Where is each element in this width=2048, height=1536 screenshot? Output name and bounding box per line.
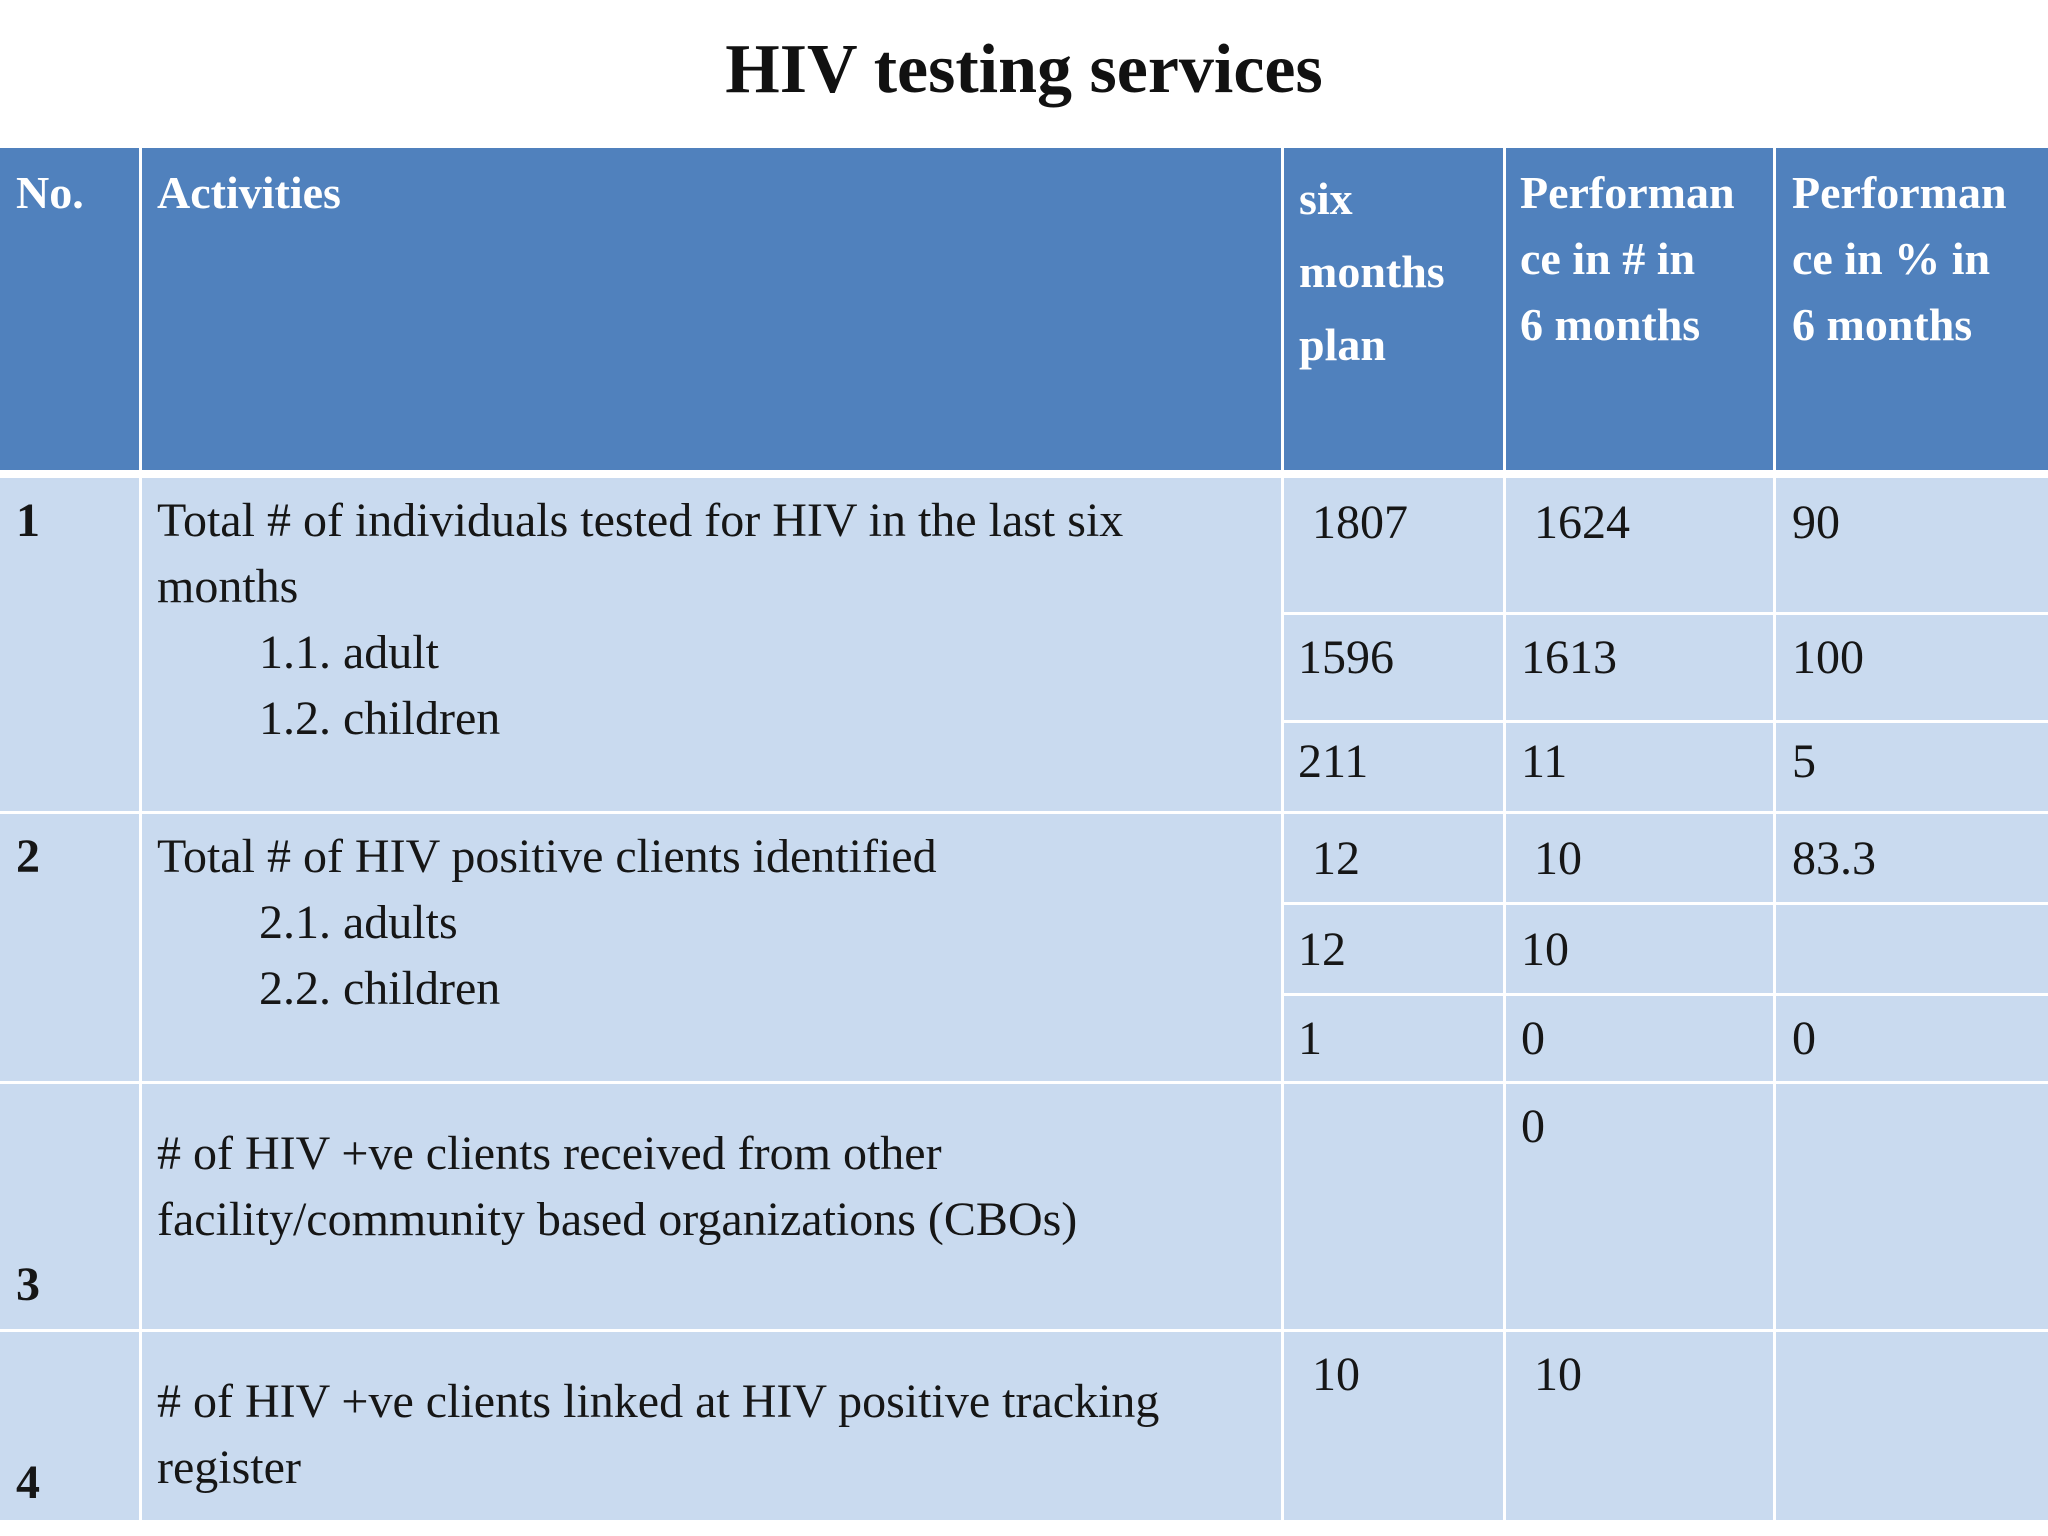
activity-subitem: 2.2. children [259,962,501,1015]
performance-percent-cell [1776,1332,2048,1520]
performance-percent-value: 0 [1792,1012,1816,1065]
performance-percent-cell: 0 [1776,996,2048,1081]
plan-value: 1596 [1298,631,1394,684]
plan-cell: 12 [1284,905,1503,993]
performance-number-cell: 11 [1506,723,1773,811]
header-perf-num-line: ce in # in [1520,233,1696,284]
row-number: 3 [0,1084,139,1329]
header-plan-line: plan [1299,319,1386,370]
header-plan-line: six [1299,173,1353,224]
header-perf-num-line: 6 months [1520,299,1701,350]
activity-subitem: 1.1. adult [259,626,439,679]
row-number-label: 1 [16,494,40,547]
performance-percent-cell [1776,1084,2048,1329]
performance-number-cell: 0 [1506,996,1773,1081]
activity-cell: Total # of HIV positive clients identifi… [142,814,1281,1081]
performance-number-value: 10 [1534,1348,1582,1401]
performance-number-value: 11 [1521,735,1568,788]
plan-value: 10 [1312,1348,1360,1401]
performance-percent-value: 5 [1792,735,1816,788]
header-perf-pct-line: Performan [1792,167,2007,218]
activity-text: # of HIV +ve clients received from other [157,1127,942,1180]
header-perf-pct-line: ce in % in [1792,233,1991,284]
activity-text: # of HIV +ve clients linked at HIV posit… [157,1375,1160,1428]
plan-value: 12 [1298,923,1346,976]
performance-number-cell: 0 [1506,1084,1773,1329]
performance-number-cell: 10 [1506,905,1773,993]
row-number: 1 [0,478,139,811]
header-activities-label: Activities [157,167,341,218]
row-number-label: 4 [16,1456,40,1509]
activity-subitem: 2.1. adults [259,896,458,949]
header-perf-pct-line: 6 months [1792,299,1973,350]
activity-subitem: 1.2. children [259,692,501,745]
performance-number-cell: 1613 [1506,615,1773,720]
activity-cell: Total # of individuals tested for HIV in… [142,478,1281,811]
hiv-testing-table: No. Activities six months plan Performan… [0,148,2048,1520]
activity-text: Total # of individuals tested for HIV in… [157,494,1124,547]
header-no-label: No. [16,167,84,218]
row-number-label: 2 [16,830,40,883]
performance-number-value: 1624 [1534,496,1630,549]
header-plan-line: months [1299,246,1445,297]
activity-cell: # of HIV +ve clients received from other… [142,1084,1281,1329]
plan-value: 12 [1312,832,1360,885]
row-number: 4 [0,1332,139,1520]
performance-number-value: 0 [1521,1012,1545,1065]
performance-percent-cell: 5 [1776,723,2048,811]
plan-value: 1 [1298,1012,1322,1065]
plan-cell: 1596 [1284,615,1503,720]
performance-number-value: 10 [1534,832,1582,885]
header-performance-percent: Performan ce in % in 6 months [1776,148,2048,470]
header-performance-number: Performan ce in # in 6 months [1506,148,1773,470]
performance-number-value: 10 [1521,923,1569,976]
performance-number-value: 0 [1521,1100,1545,1153]
header-activities: Activities [142,148,1281,470]
performance-percent-value: 100 [1792,631,1864,684]
row-number-label: 3 [16,1258,40,1311]
plan-cell: 10 [1284,1332,1503,1520]
activity-text: months [157,560,299,613]
performance-number-cell: 10 [1506,1332,1773,1520]
plan-cell: 1 [1284,996,1503,1081]
performance-number-cell: 10 [1506,814,1773,902]
performance-number-cell: 1624 [1506,478,1773,612]
plan-value: 211 [1298,735,1369,788]
performance-percent-cell: 90 [1776,478,2048,612]
plan-value: 1807 [1312,496,1408,549]
performance-percent-cell: 100 [1776,615,2048,720]
performance-percent-value: 83.3 [1792,832,1876,885]
performance-percent-value: 90 [1792,496,1840,549]
performance-percent-cell [1776,905,2048,993]
header-six-months-plan: six months plan [1284,148,1503,470]
plan-cell: 211 [1284,723,1503,811]
plan-cell [1284,1084,1503,1329]
row-number: 2 [0,814,139,1081]
activity-cell: # of HIV +ve clients linked at HIV posit… [142,1332,1281,1520]
performance-percent-cell: 83.3 [1776,814,2048,902]
activity-text: register [157,1441,301,1494]
activity-text: facility/community based organizations (… [157,1193,1078,1246]
plan-cell: 12 [1284,814,1503,902]
activity-text: Total # of HIV positive clients identifi… [157,830,937,883]
performance-number-value: 1613 [1521,631,1617,684]
header-no: No. [0,148,139,470]
header-perf-num-line: Performan [1520,167,1735,218]
plan-cell: 1807 [1284,478,1503,612]
page-title: HIV testing services [725,31,1323,108]
